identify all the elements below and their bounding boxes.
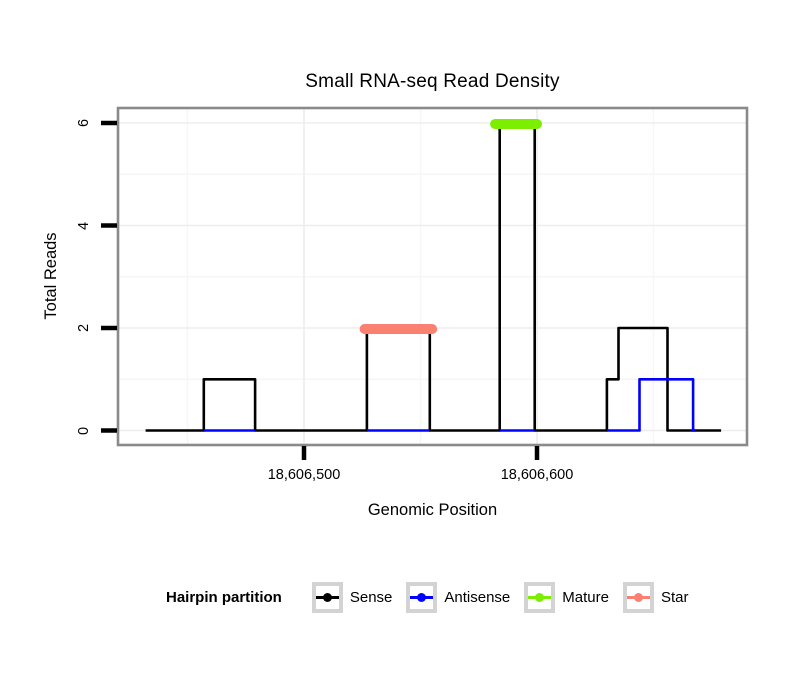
legend: Hairpin partition Sense Antisense Mature <box>166 581 688 614</box>
y-tick-label: 4 <box>76 221 92 230</box>
legend-item-antisense: Antisense <box>406 582 510 613</box>
panel-border <box>116 106 749 447</box>
star-key-dot <box>633 593 643 602</box>
antisense-key-icon <box>406 582 438 613</box>
y-tick-label: 2 <box>76 323 92 333</box>
legend-item-star: Star <box>622 582 689 613</box>
legend-label-mature: Mature <box>562 589 609 606</box>
legend-label-sense: Sense <box>349 589 393 606</box>
sense-key-dot <box>322 593 332 602</box>
y-tick-label: 6 <box>76 118 92 128</box>
mature-key-dot <box>535 593 545 602</box>
x-axis-title: Genomic Position <box>367 501 498 519</box>
chart-title: Small RNA-seq Read Density <box>305 71 560 92</box>
mature-key-icon <box>524 582 556 613</box>
legend-label-antisense: Antisense <box>444 589 511 606</box>
legend-item-mature: Mature <box>524 582 609 613</box>
legend-label-star: Star <box>660 589 689 606</box>
sense-key-icon <box>311 582 343 613</box>
star-key-icon <box>622 582 654 613</box>
legend-item-sense: Sense <box>311 582 393 613</box>
y-tick-label: 0 <box>76 426 92 435</box>
x-tick-label: 18,606,500 <box>267 467 341 483</box>
antisense-coverage-line <box>203 378 696 432</box>
legend-title: Hairpin partition <box>166 589 282 606</box>
antisense-key-dot <box>417 593 427 602</box>
sense-coverage-line <box>145 121 722 432</box>
x-tick-label: 18,606,600 <box>500 467 574 483</box>
